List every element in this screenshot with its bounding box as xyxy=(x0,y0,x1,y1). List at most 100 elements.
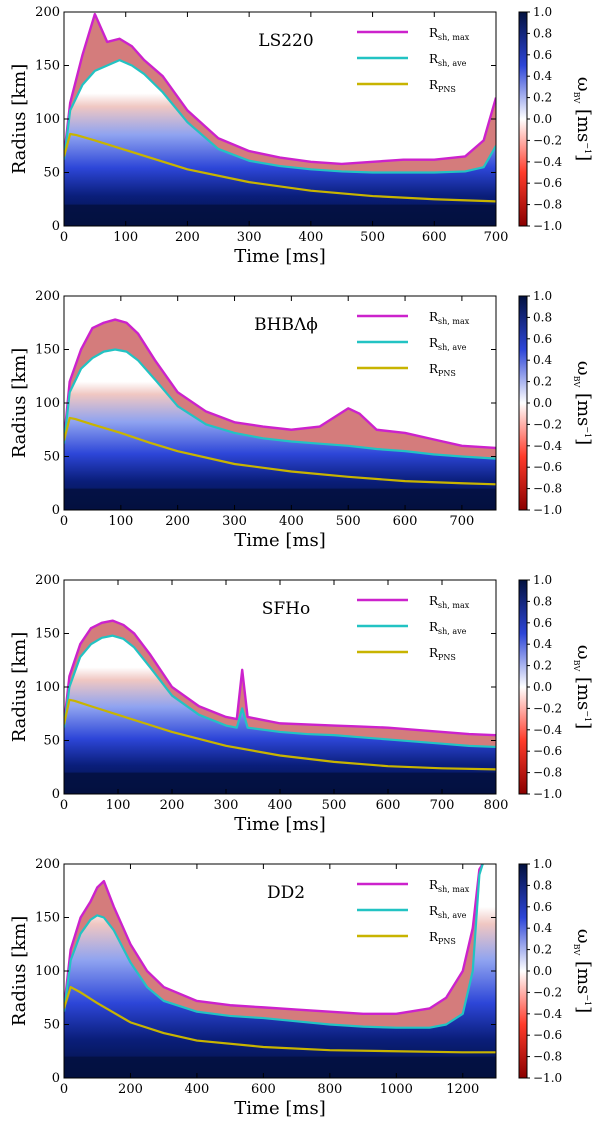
x-tick-label: 100 xyxy=(108,514,133,529)
colorbar-tick-label: 0.2 xyxy=(533,91,552,105)
y-tick-label: 0 xyxy=(52,787,60,802)
colorbar-tick-label: 0.4 xyxy=(533,637,552,651)
colorbar-tick-label: 1.0 xyxy=(533,573,552,587)
x-tick-label: 400 xyxy=(279,514,304,529)
legend-label: RPNS xyxy=(429,78,456,94)
series-line-2 xyxy=(64,864,484,1029)
colorbar-tick-label: 0.6 xyxy=(533,900,552,914)
colorbar-tick-label: −0.2 xyxy=(533,985,562,999)
y-axis-label: Radius [km] xyxy=(9,348,30,459)
colorbar-tick-label: −0.6 xyxy=(533,460,562,474)
legend-label: RPNS xyxy=(429,930,456,946)
x-tick-label: 500 xyxy=(322,798,347,813)
series-line-1 xyxy=(64,318,496,450)
heatmap-region xyxy=(64,864,496,1078)
colorbar-tick-label: 0.0 xyxy=(533,680,552,694)
y-tick-label: 200 xyxy=(35,5,60,20)
plot-area xyxy=(64,580,496,794)
heatmap-region xyxy=(64,635,496,794)
colorbar-tick-label: 0.0 xyxy=(533,112,552,126)
legend-label: Rsh, ave xyxy=(429,52,467,68)
colorbar-tick-label: −0.4 xyxy=(533,439,563,453)
plot-area xyxy=(64,12,496,226)
panel-3: 0 100 200 300 400 500 600 700 800 0 50 100 150 200 Tim… xyxy=(9,573,594,835)
colorbar-tick-label: −1.0 xyxy=(533,219,562,233)
legend-label: RPNS xyxy=(429,362,456,378)
colorbar-tick-label: 1.0 xyxy=(533,857,552,871)
x-axis-label: Time [ms] xyxy=(234,814,326,835)
y-axis-label: Radius [km] xyxy=(9,632,30,743)
x-tick-label: 200 xyxy=(118,1082,143,1097)
colorbar-label: ωBV [ms−1] xyxy=(572,361,594,445)
colorbar-tick-label: 0.6 xyxy=(533,48,552,62)
colorbar-tick-label: 0.4 xyxy=(533,69,552,83)
colorbar xyxy=(518,295,528,511)
x-axis-label: Time [ms] xyxy=(234,530,326,551)
colorbar-tick-label: −0.8 xyxy=(533,766,562,780)
series-line-2 xyxy=(64,348,496,460)
series-line-3 xyxy=(64,132,496,203)
y-tick-label: 50 xyxy=(43,450,60,465)
colorbar-tick-label: −0.8 xyxy=(533,482,562,496)
colorbar-tick-label: −1.0 xyxy=(533,503,562,517)
colorbar-tick-label: −0.8 xyxy=(533,1050,562,1064)
heatmap-core xyxy=(64,204,496,226)
colorbar-tick-label: 0.0 xyxy=(533,396,552,410)
colorbar-tick-label: 0.2 xyxy=(533,375,552,389)
x-tick-label: 0 xyxy=(60,1082,68,1097)
colorbar-tick-label: 0.8 xyxy=(533,878,552,892)
y-tick-label: 150 xyxy=(35,911,60,926)
y-tick-label: 100 xyxy=(35,396,60,411)
colorbar-tick-label: −1.0 xyxy=(533,1071,562,1085)
x-tick-label: 1000 xyxy=(380,1082,413,1097)
colorbar-tick-label: −0.6 xyxy=(533,744,562,758)
colorbar-tick-label: −0.2 xyxy=(533,133,562,147)
heatmap-region xyxy=(64,60,496,226)
x-tick-label: 700 xyxy=(484,230,509,245)
x-tick-label: 500 xyxy=(336,514,361,529)
x-tick-label: 1200 xyxy=(446,1082,479,1097)
y-tick-label: 50 xyxy=(43,1018,60,1033)
series-line-3 xyxy=(64,985,496,1054)
x-tick-label: 0 xyxy=(60,230,68,245)
heatmap-region xyxy=(64,349,496,510)
y-tick-label: 200 xyxy=(35,289,60,304)
colorbar xyxy=(518,863,528,1079)
x-axis-label: Time [ms] xyxy=(234,1098,326,1119)
colorbar-tick-label: 0.8 xyxy=(533,594,552,608)
legend-label: Rsh, max xyxy=(429,310,470,326)
panel-title: BHBΛϕ xyxy=(254,315,318,335)
y-tick-label: 150 xyxy=(35,627,60,642)
x-tick-label: 300 xyxy=(237,230,262,245)
y-tick-label: 150 xyxy=(35,343,60,358)
series-line-1 xyxy=(64,12,496,166)
x-tick-label: 400 xyxy=(268,798,293,813)
colorbar-label: ωBV [ms−1] xyxy=(572,929,594,1013)
legend-label: Rsh, ave xyxy=(429,336,467,352)
series-line-2 xyxy=(64,59,496,174)
x-tick-label: 800 xyxy=(317,1082,342,1097)
colorbar xyxy=(518,11,528,227)
x-tick-label: 600 xyxy=(422,230,447,245)
x-tick-label: 200 xyxy=(165,514,190,529)
series-line-1 xyxy=(64,864,484,1015)
y-tick-label: 200 xyxy=(35,573,60,588)
panel-4: 0 200 400 600 800 1000 1200 0 50 100 150 200 Time [m… xyxy=(9,857,594,1119)
series-line-3 xyxy=(64,698,496,771)
x-tick-label: 500 xyxy=(360,230,385,245)
x-tick-label: 100 xyxy=(113,230,138,245)
colorbar-tick-label: −0.4 xyxy=(533,723,563,737)
x-tick-label: 300 xyxy=(222,514,247,529)
colorbar-tick-label: 0.6 xyxy=(533,332,552,346)
y-tick-label: 100 xyxy=(35,112,60,127)
x-tick-label: 600 xyxy=(376,798,401,813)
x-tick-label: 700 xyxy=(430,798,455,813)
colorbar-tick-label: −1.0 xyxy=(533,787,562,801)
x-tick-label: 200 xyxy=(160,798,185,813)
x-tick-label: 800 xyxy=(484,798,509,813)
colorbar-tick-label: −0.2 xyxy=(533,417,562,431)
y-tick-label: 0 xyxy=(52,219,60,234)
x-tick-label: 200 xyxy=(175,230,200,245)
series-line-3 xyxy=(64,416,496,486)
